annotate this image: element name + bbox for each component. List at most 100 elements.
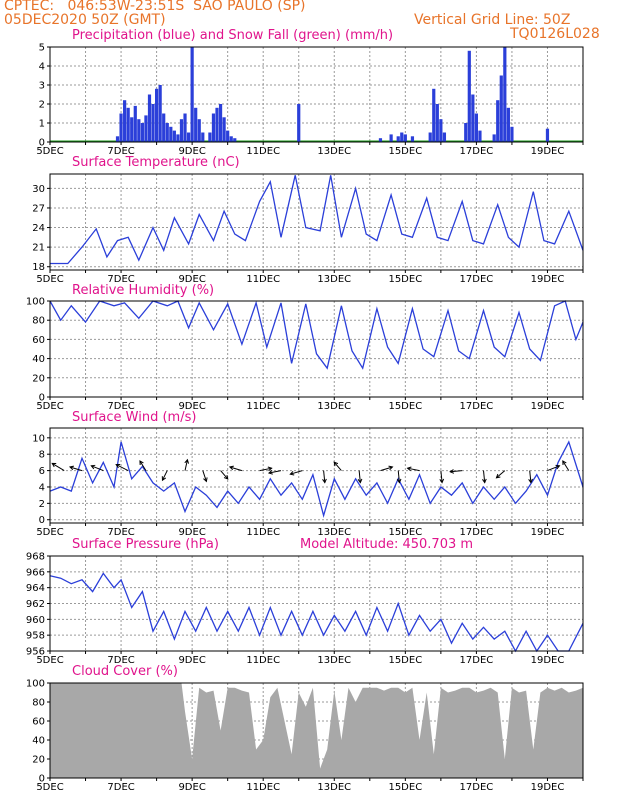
- wind-ytick-label: 8: [39, 450, 45, 461]
- wind-xtick-label: 11DEC: [246, 527, 280, 538]
- cloud-ytick-label: 20: [32, 755, 45, 766]
- cloud-xtick-label: 17DEC: [460, 782, 494, 793]
- precip-bar: [297, 104, 301, 142]
- precip-bar: [478, 130, 482, 142]
- wind-ytick-label: 0: [39, 515, 45, 526]
- precip-bar: [545, 128, 550, 142]
- precip-bar: [165, 123, 169, 142]
- precip-ytick-label: 1: [39, 119, 45, 130]
- wind-arrow: [162, 470, 168, 481]
- pressure-xtick-label: 19DEC: [531, 655, 565, 666]
- wind-arrow-head: [482, 478, 487, 484]
- humidity-xtick-label: 19DEC: [531, 401, 565, 412]
- humidity-xtick-label: 13DEC: [317, 401, 351, 412]
- wind-ytick-label: 10: [32, 433, 45, 444]
- precip-bar: [510, 126, 514, 142]
- precip-bar: [467, 50, 471, 142]
- humidity-series-line: [49, 300, 584, 370]
- precip-frame: [49, 46, 584, 143]
- wind-arrow: [440, 470, 443, 483]
- wind-arrow: [290, 470, 303, 475]
- humidity-ytick-label: 20: [32, 373, 45, 384]
- cloud-xtick-label: 9DEC: [178, 782, 205, 793]
- wind-arrow-head: [333, 461, 339, 467]
- wind-xtick-label: 15DEC: [388, 527, 422, 538]
- wind-arrow: [115, 464, 129, 472]
- precip-bar: [126, 107, 130, 142]
- precip-bar: [496, 100, 500, 142]
- wind-ytick-label: 2: [39, 499, 45, 510]
- wind-arrow-head: [449, 469, 455, 474]
- wind-arrow: [184, 459, 188, 471]
- precip-bar: [400, 132, 404, 142]
- cloud-frame: [49, 682, 584, 779]
- precip-bar: [169, 126, 173, 142]
- precip-ytick-label: 4: [39, 62, 45, 73]
- header-run-time: 05DEC2020 50Z (GMT): [4, 12, 166, 28]
- precip-bar: [389, 134, 393, 142]
- temperature-xtick-label: 15DEC: [388, 274, 422, 285]
- humidity-ytick-label: 0: [39, 393, 45, 404]
- wind-arrow-head: [267, 466, 273, 472]
- precip-bar: [137, 119, 141, 142]
- precip-bar: [123, 100, 127, 142]
- temperature-xtick-label: 13DEC: [317, 274, 351, 285]
- wind-xtick-label: 17DEC: [460, 527, 494, 538]
- precip-bar: [464, 123, 468, 142]
- precip-bar: [439, 119, 443, 142]
- precip-bar: [442, 132, 447, 142]
- precip-title: Precipitation (blue) and Snow Fall (gree…: [72, 28, 394, 43]
- humidity-xtick-label: 9DEC: [178, 401, 205, 412]
- wind-arrow: [268, 470, 282, 474]
- precip-bar: [208, 132, 212, 142]
- cloud-ytick-label: 40: [32, 736, 45, 747]
- precip-xtick-label: 5DEC: [36, 146, 63, 157]
- precip-bar: [119, 113, 123, 142]
- wind-frame: [49, 427, 584, 524]
- precip-bar: [432, 88, 436, 142]
- wind-arrow: [547, 465, 560, 472]
- precip-bar: [186, 132, 191, 142]
- temperature-xtick-label: 11DEC: [246, 274, 280, 285]
- precip-bar: [506, 107, 510, 142]
- precip-bar: [403, 134, 407, 142]
- wind-arrow: [358, 470, 361, 483]
- wind-arrow-head: [90, 464, 96, 470]
- wind-arrow-head: [555, 464, 561, 470]
- wind-series-line: [49, 440, 584, 519]
- pressure-model-altitude: Model Altitude: 450.703 m: [300, 537, 474, 552]
- humidity-ytick-label: 100: [26, 297, 45, 308]
- precip-bar: [162, 113, 166, 142]
- wind-arrow: [407, 467, 420, 472]
- humidity-ytick-label: 80: [32, 316, 45, 327]
- precip-ytick-label: 3: [39, 81, 45, 92]
- precip-xtick-label: 17DEC: [460, 146, 494, 157]
- temperature-ytick-label: 21: [32, 243, 45, 254]
- humidity-xtick-label: 17DEC: [460, 401, 494, 412]
- wind-ytick-label: 4: [39, 482, 45, 493]
- wind-arrow: [229, 466, 243, 472]
- wind-arrow-head: [184, 458, 190, 464]
- cloud-xtick-label: 15DEC: [388, 782, 422, 793]
- precip-bar: [158, 85, 162, 142]
- wind-arrow: [259, 467, 272, 472]
- precip-bar: [176, 134, 180, 142]
- wind-arrow-head: [528, 478, 533, 484]
- precip-bar: [179, 119, 184, 142]
- cloud-ytick-label: 0: [39, 774, 45, 785]
- cloud-xtick-label: 11DEC: [246, 782, 280, 793]
- cloud-cover-area: [50, 683, 583, 778]
- header-model-id: TQ0126L028: [510, 26, 600, 42]
- wind-arrow: [91, 465, 104, 472]
- precip-bar: [172, 130, 176, 142]
- precip-bar: [428, 132, 432, 142]
- wind-arrow-head: [289, 470, 295, 476]
- precip-bar: [183, 113, 187, 142]
- precip-bar: [396, 136, 400, 142]
- pressure-ytick-label: 968: [26, 552, 45, 563]
- pressure-xtick-label: 5DEC: [36, 655, 63, 666]
- cloud-xtick-label: 19DEC: [531, 782, 565, 793]
- pressure-xtick-label: 7DEC: [107, 655, 134, 666]
- precip-bar: [140, 123, 144, 142]
